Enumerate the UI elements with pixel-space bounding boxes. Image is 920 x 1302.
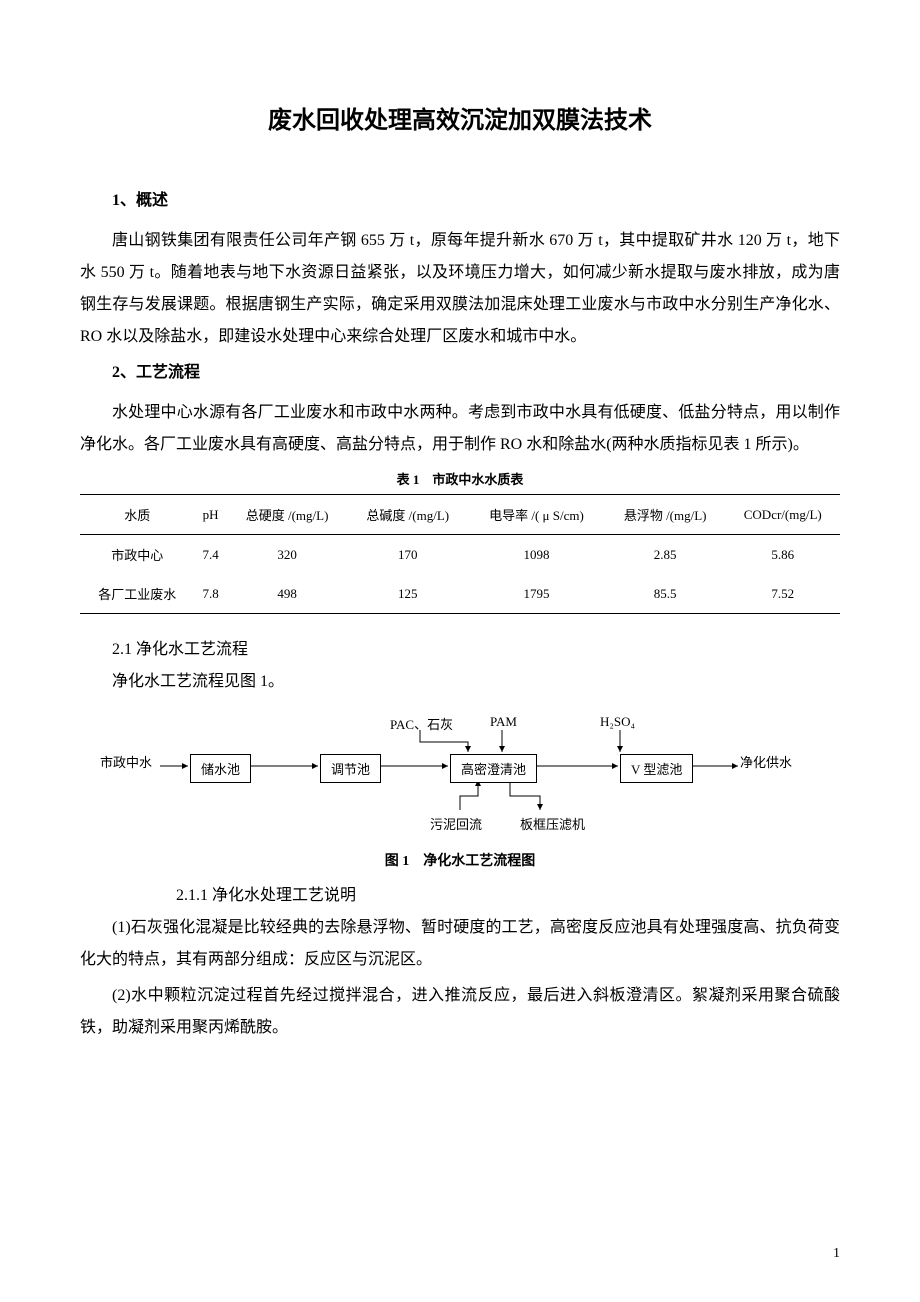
table-1: 水质 pH 总硬度 /(mg/L) 总碱度 /(mg/L) 电导率 /( μ S… [80, 494, 840, 614]
col-header: 电导率 /( μ S/cm) [468, 495, 605, 535]
cell: 市政中心 [80, 535, 194, 575]
flow-label: 污泥回流 [430, 814, 482, 833]
page-number: 1 [833, 1246, 840, 1262]
section-1-body: 唐山钢铁集团有限责任公司年产钢 655 万 t，原每年提升新水 670 万 t，… [80, 225, 840, 353]
section-1-heading: 1、概述 [80, 185, 840, 217]
cell: 7.4 [194, 535, 226, 575]
flow-label: H₂SO₄ [600, 714, 635, 730]
flow-box: 调节池 [320, 754, 381, 783]
page-title: 废水回收处理高效沉淀加双膜法技术 [80, 100, 840, 135]
section-2-1-body: 净化水工艺流程见图 1。 [80, 666, 840, 698]
section-2-1-1-heading: 2.1.1 净化水处理工艺说明 [80, 880, 840, 912]
flowchart: 储水池 调节池 高密澄清池 V 型滤池 市政中水 净化供水 PAC、石灰 PAM H₂SO₄ 污泥… [80, 714, 840, 844]
col-header: 悬浮物 /(mg/L) [605, 495, 726, 535]
cell: 85.5 [605, 574, 726, 614]
flow-label: 板框压滤机 [520, 814, 585, 833]
flow-label: 市政中水 [100, 752, 152, 771]
cell: 170 [347, 535, 468, 575]
flow-box: 储水池 [190, 754, 251, 783]
section-2-heading: 2、工艺流程 [80, 357, 840, 389]
cell: 5.86 [726, 535, 841, 575]
flow-label: PAM [490, 714, 517, 730]
col-header: pH [194, 495, 226, 535]
figure-1-caption: 图 1 净化水工艺流程图 [80, 850, 840, 870]
flow-box: V 型滤池 [620, 754, 693, 783]
table-row: 市政中心 7.4 320 170 1098 2.85 5.86 [80, 535, 840, 575]
section-2-1-1-p2: (2)水中颗粒沉淀过程首先经过搅拌混合，进入推流反应，最后进入斜板澄清区。絮凝剂… [80, 980, 840, 1044]
cell: 1795 [468, 574, 605, 614]
col-header: 总硬度 /(mg/L) [227, 495, 348, 535]
cell: 125 [347, 574, 468, 614]
table-header-row: 水质 pH 总硬度 /(mg/L) 总碱度 /(mg/L) 电导率 /( μ S… [80, 495, 840, 535]
cell: 1098 [468, 535, 605, 575]
col-header: 水质 [80, 495, 194, 535]
flow-box: 高密澄清池 [450, 754, 537, 783]
table-1-caption: 表 1 市政中水水质表 [80, 469, 840, 488]
cell: 498 [227, 574, 348, 614]
section-2-1-1-p1: (1)石灰强化混凝是比较经典的去除悬浮物、暂时硬度的工艺，高密度反应池具有处理强… [80, 912, 840, 976]
figure-1: 储水池 调节池 高密澄清池 V 型滤池 市政中水 净化供水 PAC、石灰 PAM H₂SO₄ 污泥… [80, 714, 840, 870]
cell: 各厂工业废水 [80, 574, 194, 614]
table-row: 各厂工业废水 7.8 498 125 1795 85.5 7.52 [80, 574, 840, 614]
col-header: 总碱度 /(mg/L) [347, 495, 468, 535]
cell: 320 [227, 535, 348, 575]
flow-label: PAC、石灰 [390, 714, 453, 733]
cell: 7.52 [726, 574, 841, 614]
section-2-body: 水处理中心水源有各厂工业废水和市政中水两种。考虑到市政中水具有低硬度、低盐分特点… [80, 397, 840, 461]
cell: 7.8 [194, 574, 226, 614]
flow-label: 净化供水 [740, 752, 792, 771]
section-2-1-heading: 2.1 净化水工艺流程 [80, 634, 840, 666]
col-header: CODcr/(mg/L) [726, 495, 841, 535]
cell: 2.85 [605, 535, 726, 575]
